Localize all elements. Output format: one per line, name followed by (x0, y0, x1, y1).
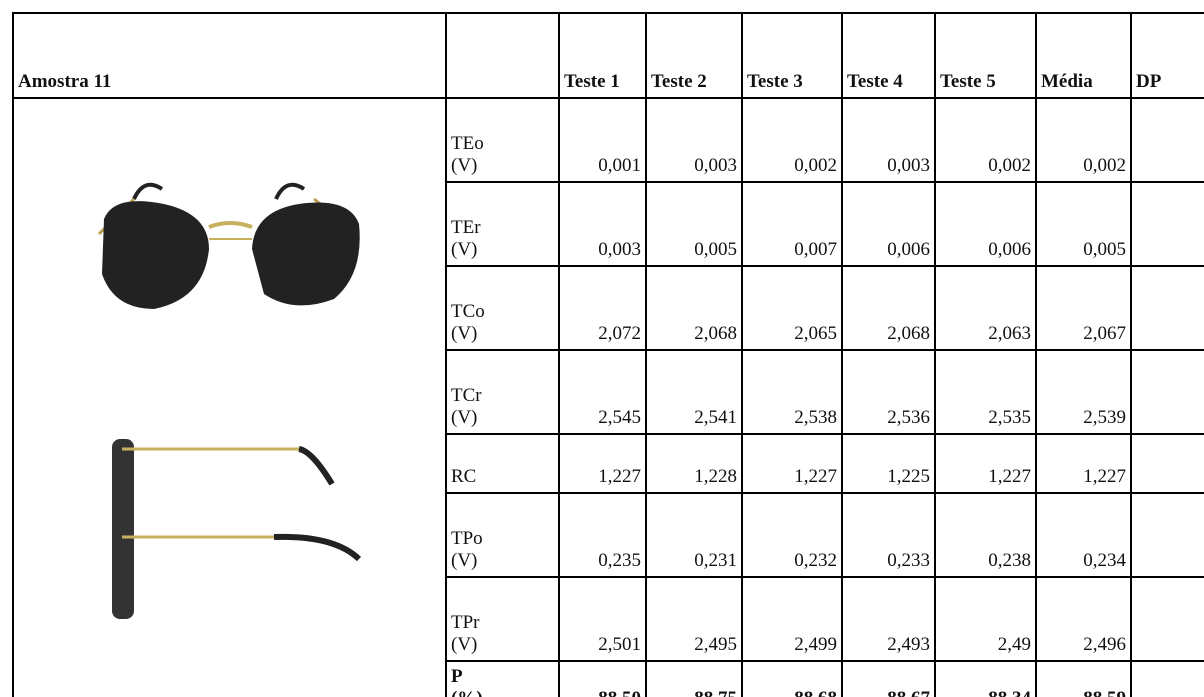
value-cell: 88,34 (934, 660, 1037, 697)
value-cell: 0,233 (841, 492, 936, 578)
value-cell: 88,68 (741, 660, 843, 697)
value-cell: 2,535 (934, 349, 1037, 435)
value-cell: 0,17 (1130, 660, 1204, 697)
header-cell (445, 12, 560, 99)
value-cell: 2,49 (934, 576, 1037, 662)
value-cell: 0,007 (741, 181, 843, 267)
value-cell: 2,063 (934, 265, 1037, 351)
value-cell: 2,493 (841, 576, 936, 662)
table-row: TCr (V) 2,5452,5412,5382,5362,5352,5390,0… (13, 349, 1204, 435)
side-view (112, 439, 362, 619)
table-row: TCo (V)2,0722,0682,0652,0682,0632,0670,0… (13, 265, 1204, 351)
row-label: P (%) (451, 666, 483, 697)
value-cell: 88,50 (558, 660, 647, 697)
row-label: RC (451, 466, 477, 487)
value-cell: 2,495 (645, 576, 743, 662)
value-cell: 2,536 (841, 349, 936, 435)
value-cell: 1,225 (841, 433, 936, 494)
value-cell: 0,232 (741, 492, 843, 578)
row-label-cell: TEr (V) (445, 181, 560, 267)
value-cell: 1,227 (741, 433, 843, 494)
value-cell: 0,234 (1035, 492, 1132, 578)
value-cell: 0,001 (1130, 97, 1204, 183)
row-label: TEo (V) (451, 133, 484, 176)
value-cell: 2,545 (558, 349, 647, 435)
value-cell: 2,538 (741, 349, 843, 435)
row-label-cell: TPo (V) (445, 492, 560, 578)
value-cell: 1,228 (645, 433, 743, 494)
table-row: TEo (V)0,0010,0030,0020,0030,0020,0020,0… (12, 97, 1204, 697)
value-cell: 0,238 (934, 492, 1037, 578)
row-label: TCo (V) (451, 301, 485, 344)
value-cell: 0,003 (1130, 265, 1204, 351)
value-cell: 2,541 (645, 349, 743, 435)
value-cell: 0,002 (1130, 181, 1204, 267)
glasses-photo (97, 182, 362, 619)
value-cell: 88,59 (1035, 660, 1132, 697)
value-cell: 2,068 (645, 265, 743, 351)
value-cell: 2,496 (1035, 576, 1132, 662)
value-cell: 0,003 (1130, 492, 1204, 578)
column-header: Teste 4 (841, 12, 936, 99)
value-cell: 0,231 (645, 492, 743, 578)
row-label-cell: TCr (V) (445, 349, 560, 435)
value-cell: 1,227 (1035, 433, 1132, 494)
row-label: TPr (V) (451, 612, 480, 655)
table-row: P (%) 88,5088,7588,6888,6788,3488,590,17 (13, 660, 1204, 697)
row-label-cell: TPr (V) (445, 576, 560, 662)
column-header: Teste 1 (558, 12, 647, 99)
value-cell: 0,235 (558, 492, 647, 578)
table-row: TPo (V) 0,2350,2310,2320,2330,2380,2340,0… (13, 492, 1204, 578)
value-cell: 2,539 (1035, 349, 1132, 435)
value-cell: 0,003 (558, 181, 647, 267)
value-cell: 0,004 (1130, 576, 1204, 662)
row-label: TEr (V) (451, 217, 481, 260)
value-cell: 2,068 (841, 265, 936, 351)
value-cell: 0,002 (741, 97, 843, 183)
column-header: Teste 5 (934, 12, 1037, 99)
value-cell: 0,001 (1130, 433, 1204, 494)
column-header: DP (1130, 12, 1204, 99)
value-cell: 0,002 (934, 97, 1037, 183)
column-header: Teste 2 (645, 12, 743, 99)
column-header: Média (1035, 12, 1132, 99)
value-cell: 0,005 (645, 181, 743, 267)
value-cell: 0,001 (558, 97, 647, 183)
row-label-cell: P (%) (445, 660, 560, 697)
value-cell: 2,499 (741, 576, 843, 662)
value-cell: 2,072 (558, 265, 647, 351)
value-cell: 0,003 (841, 97, 936, 183)
value-cell: 88,75 (645, 660, 743, 697)
value-cell: 1,227 (934, 433, 1037, 494)
value-cell: 0,002 (1035, 97, 1132, 183)
row-label: TPo (V) (451, 528, 483, 571)
value-cell: 0,005 (1035, 181, 1132, 267)
value-cell: 0,006 (841, 181, 936, 267)
front-view (97, 182, 360, 309)
table-row: TPr (V) 2,5012,4952,4992,4932,492,4960,00… (13, 576, 1204, 662)
table-row: TEr (V)0,0030,0050,0070,0060,0060,0050,0… (13, 181, 1204, 267)
row-label-cell: TCo (V) (445, 265, 560, 351)
value-cell: 0,006 (934, 181, 1037, 267)
column-header: Teste 3 (741, 12, 843, 99)
image-cell (12, 97, 447, 697)
value-cell: 1,227 (558, 433, 647, 494)
table-title: Amostra 11 (12, 12, 447, 99)
value-cell: 0,003 (645, 97, 743, 183)
value-cell: 0,004 (1130, 349, 1204, 435)
value-cell: 2,067 (1035, 265, 1132, 351)
value-cell: 2,065 (741, 265, 843, 351)
value-cell: 2,501 (558, 576, 647, 662)
value-cell: 88,67 (841, 660, 936, 697)
row-label: TCr (V) (451, 385, 482, 428)
row-label-cell: RC (445, 433, 560, 494)
row-label-cell: TEo (V) (445, 97, 560, 183)
